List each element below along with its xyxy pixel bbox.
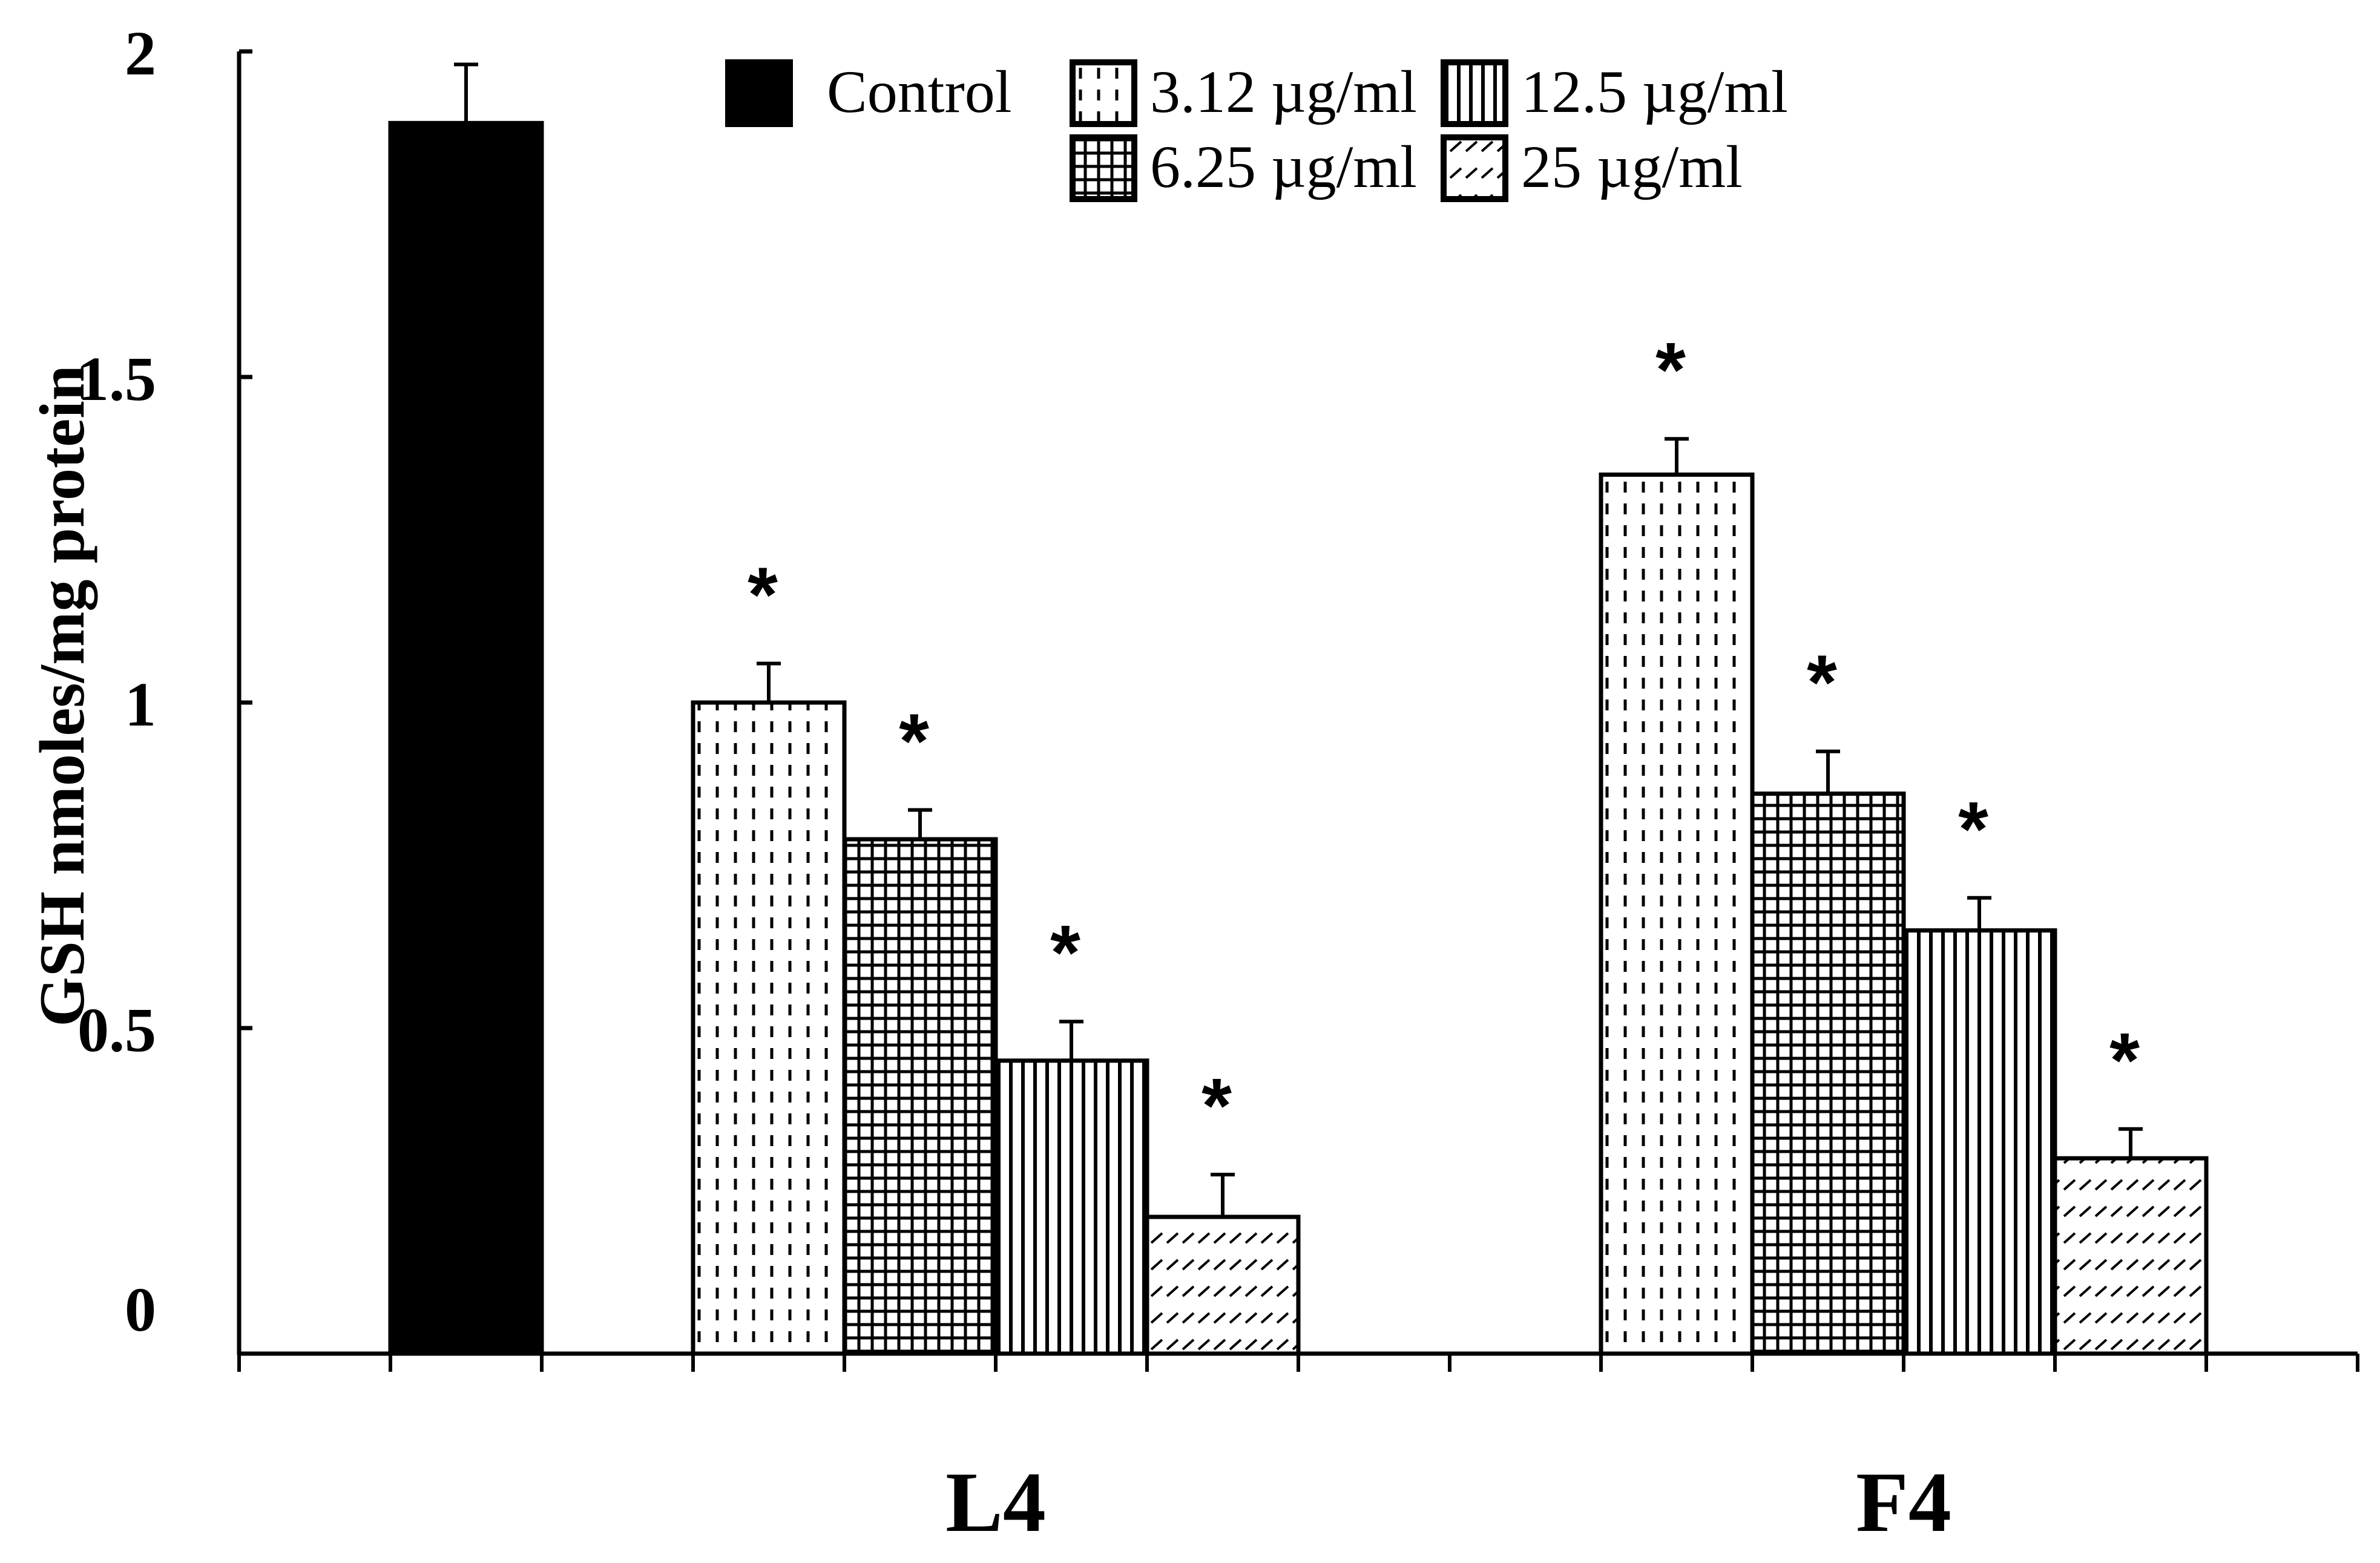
significance-star: * [748, 551, 778, 638]
legend-item-3-12-ug-ml: 3.12 µg/ml [1070, 58, 1417, 127]
significance-star: * [2109, 1017, 2140, 1104]
legend-item-12-5-ug-ml: 12.5 µg/ml [1441, 58, 1788, 127]
significance-star: * [899, 698, 929, 785]
legend: Control 3.12 µg/ml 12.5 µg/ml 6.25 µg/ml 25 … [725, 58, 1788, 202]
bar-f4-6-25-ug-ml [1750, 791, 1906, 1356]
y-tick-label: 1.5 [77, 344, 156, 414]
legend-swatch [1441, 59, 1508, 127]
y-tick-label: 1 [125, 670, 156, 739]
bar-f4-25-ug-ml [2053, 1156, 2209, 1356]
legend-label: 3.12 µg/ml [1150, 58, 1417, 125]
group-label-l4: L4 [945, 1454, 1046, 1550]
bar-control [388, 120, 544, 1356]
significance-star: * [1655, 327, 1686, 413]
significance-star: * [1050, 909, 1080, 996]
significance-star: * [1958, 786, 1988, 873]
bar-f4-3-12-ug-ml [1599, 472, 1755, 1356]
legend-item-6-25-ug-ml: 6.25 µg/ml [1070, 133, 1417, 202]
bar-f4-12-5-ug-ml [1901, 928, 2057, 1356]
y-axis-title: GSH nmoles/mg protein [27, 365, 97, 1026]
y-tick-label: 0 [125, 1275, 156, 1345]
legend-label: Control [827, 58, 1012, 125]
x-axis [237, 1351, 2359, 1372]
bar-l4-3-12-ug-ml [691, 700, 847, 1356]
legend-label: 6.25 µg/ml [1150, 133, 1417, 200]
bar-l4-12-5-ug-ml [993, 1058, 1149, 1356]
legend-swatch [1441, 134, 1508, 202]
significance-star: * [1202, 1063, 1232, 1149]
y-tick-label: 0.5 [77, 995, 156, 1065]
legend-swatch [725, 59, 793, 127]
significance-star: * [1807, 640, 1837, 726]
y-axis: 0 0.5 1 1.5 2 [77, 19, 252, 1356]
legend-item-25-ug-ml: 25 µg/ml [1441, 133, 1743, 202]
legend-item-control: Control [725, 58, 1012, 127]
bar-l4-6-25-ug-ml [842, 837, 998, 1356]
legend-label: 25 µg/ml [1521, 133, 1743, 200]
legend-swatch [1070, 134, 1137, 202]
legend-label: 12.5 µg/ml [1521, 58, 1788, 125]
group-label-f4: F4 [1856, 1454, 1951, 1550]
bar-group-l4: * * * * L4 [691, 551, 1301, 1550]
legend-swatch [1070, 59, 1137, 127]
bar-group-control [388, 62, 544, 1356]
bar-group-f4: * * * * F4 [1599, 327, 2209, 1550]
bar-l4-25-ug-ml [1145, 1214, 1301, 1356]
bars: * * * * L4 * * * * F4 [388, 62, 2209, 1550]
y-tick-label: 2 [125, 19, 156, 88]
